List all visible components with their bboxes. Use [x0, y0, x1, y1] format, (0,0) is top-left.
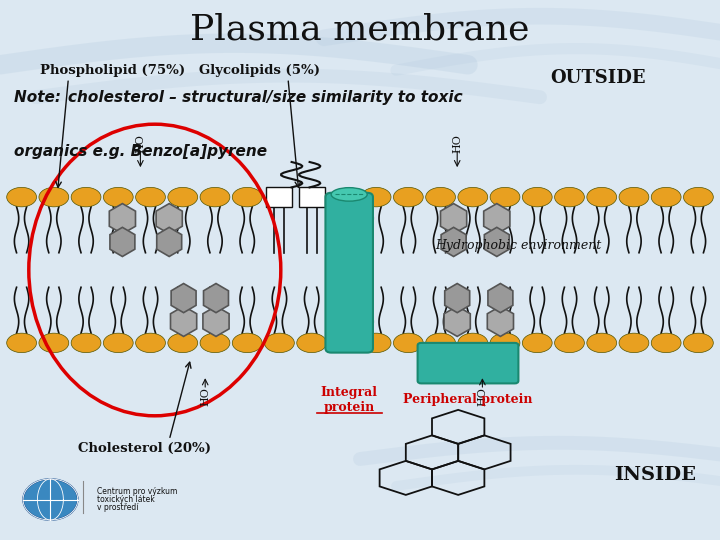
Polygon shape [445, 284, 469, 313]
Ellipse shape [683, 333, 714, 353]
Text: OUTSIDE: OUTSIDE [550, 69, 645, 87]
Ellipse shape [71, 333, 101, 353]
Text: INSIDE: INSIDE [614, 466, 696, 484]
Ellipse shape [490, 333, 520, 353]
Text: Centrum pro výzkum: Centrum pro výzkum [97, 487, 178, 496]
Text: Phospholipid (75%): Phospholipid (75%) [40, 64, 185, 77]
Ellipse shape [619, 187, 649, 207]
Ellipse shape [331, 187, 367, 201]
Text: Plasma membrane: Plasma membrane [190, 13, 530, 46]
Polygon shape [171, 284, 196, 313]
Text: HO: HO [135, 134, 145, 152]
Ellipse shape [522, 333, 552, 353]
Polygon shape [110, 227, 135, 256]
Ellipse shape [393, 333, 423, 353]
Ellipse shape [361, 333, 391, 353]
FancyBboxPatch shape [418, 343, 518, 383]
Ellipse shape [458, 187, 487, 207]
Polygon shape [204, 284, 228, 313]
Text: HO: HO [477, 388, 487, 406]
Polygon shape [203, 306, 229, 336]
Text: Peripheral protein: Peripheral protein [403, 393, 533, 406]
Text: Glycolipids (5%): Glycolipids (5%) [199, 64, 320, 77]
Polygon shape [488, 284, 513, 313]
Polygon shape [444, 306, 470, 336]
FancyBboxPatch shape [266, 187, 292, 207]
Ellipse shape [200, 187, 230, 207]
Ellipse shape [554, 333, 585, 353]
Ellipse shape [200, 333, 230, 353]
Polygon shape [109, 204, 135, 234]
Ellipse shape [361, 187, 391, 207]
Polygon shape [171, 306, 197, 336]
Text: HO: HO [452, 134, 462, 152]
Ellipse shape [39, 187, 68, 207]
Ellipse shape [652, 187, 681, 207]
Text: toxických látek: toxických látek [97, 495, 155, 504]
Polygon shape [485, 227, 509, 256]
Ellipse shape [458, 333, 487, 353]
Ellipse shape [587, 187, 616, 207]
Text: v prostředí: v prostředí [97, 503, 139, 512]
Ellipse shape [652, 333, 681, 353]
Ellipse shape [6, 187, 37, 207]
Ellipse shape [683, 187, 714, 207]
Ellipse shape [135, 333, 166, 353]
FancyBboxPatch shape [299, 187, 325, 207]
Polygon shape [156, 204, 182, 234]
Ellipse shape [554, 187, 585, 207]
Polygon shape [487, 306, 513, 336]
Text: Integral
protein: Integral protein [320, 386, 378, 414]
Ellipse shape [587, 333, 616, 353]
Ellipse shape [135, 187, 166, 207]
Ellipse shape [490, 187, 520, 207]
Ellipse shape [104, 333, 133, 353]
Ellipse shape [233, 333, 262, 353]
Polygon shape [441, 227, 466, 256]
Ellipse shape [71, 187, 101, 207]
Polygon shape [484, 204, 510, 234]
Polygon shape [441, 204, 467, 234]
Text: HO: HO [200, 388, 210, 406]
Ellipse shape [6, 333, 37, 353]
Ellipse shape [297, 333, 327, 353]
Text: Cholesterol (20%): Cholesterol (20%) [78, 442, 210, 455]
Ellipse shape [393, 187, 423, 207]
FancyBboxPatch shape [325, 193, 373, 353]
Ellipse shape [426, 333, 456, 353]
Ellipse shape [264, 333, 294, 353]
Text: organics e.g. Benzo[a]pyrene: organics e.g. Benzo[a]pyrene [14, 144, 268, 159]
Ellipse shape [104, 187, 133, 207]
Text: cholesterol – structural/size similarity to toxic: cholesterol – structural/size similarity… [68, 90, 463, 105]
Ellipse shape [426, 187, 456, 207]
Ellipse shape [39, 333, 68, 353]
Polygon shape [157, 227, 181, 256]
Ellipse shape [619, 333, 649, 353]
Ellipse shape [168, 333, 198, 353]
Ellipse shape [233, 187, 262, 207]
Ellipse shape [522, 187, 552, 207]
Ellipse shape [168, 187, 198, 207]
Text: Hydrophobic environment: Hydrophobic environment [436, 239, 601, 252]
Text: Note:: Note: [14, 90, 67, 105]
Circle shape [23, 479, 78, 520]
